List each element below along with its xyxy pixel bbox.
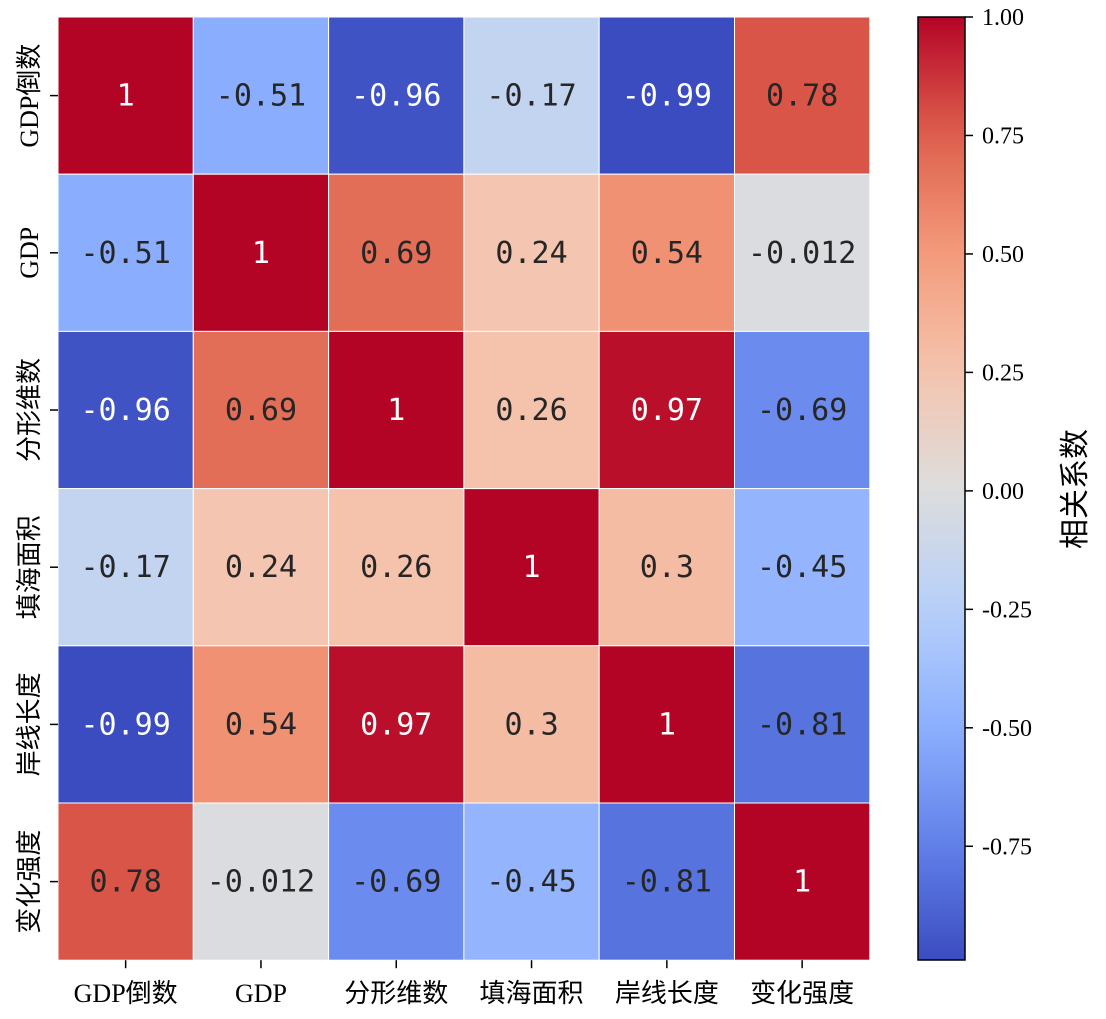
heatmap-cell bbox=[463, 173, 600, 332]
cell-annotation: -0.45 bbox=[757, 550, 847, 585]
cell-annotation: -0.012 bbox=[748, 236, 856, 271]
cell-annotation: -0.69 bbox=[757, 393, 847, 428]
column-label: 变化强度 bbox=[750, 979, 854, 1008]
column-label: 分形维数 bbox=[344, 979, 448, 1008]
heatmap-cell bbox=[328, 330, 465, 490]
column-label: GDP bbox=[235, 979, 287, 1008]
cell-annotation: -0.17 bbox=[486, 79, 576, 114]
row-label: 分形维数 bbox=[15, 358, 44, 462]
colorbar-tick-label: -0.75 bbox=[982, 834, 1032, 860]
cell-annotation: -0.012 bbox=[207, 865, 315, 900]
row-label: 填海面积 bbox=[15, 515, 44, 619]
cell-annotation: 0.26 bbox=[360, 550, 432, 585]
colorbar-tick-label: -0.25 bbox=[982, 597, 1032, 623]
column-labels: GDP倒数 GDP 分形维数 填海面积 岸线长度 变化强度 bbox=[74, 960, 854, 1008]
heatmap-cell bbox=[57, 802, 194, 961]
cell-annotation: 1 bbox=[252, 236, 270, 271]
cell-annotation: -0.99 bbox=[80, 707, 170, 742]
column-label: GDP倒数 bbox=[74, 979, 178, 1008]
heatmap-cell bbox=[598, 645, 736, 804]
heatmap-cell bbox=[463, 16, 600, 175]
cell-annotation: -0.69 bbox=[351, 865, 441, 900]
heatmap-cell bbox=[463, 802, 600, 961]
heatmap-cell bbox=[734, 645, 871, 804]
heatmap-cell bbox=[192, 16, 330, 175]
colorbar-tick-label: 0.75 bbox=[982, 123, 1024, 149]
column-label: 岸线长度 bbox=[615, 979, 719, 1008]
heatmap-cell bbox=[192, 330, 330, 490]
cell-annotation: 0.69 bbox=[225, 393, 297, 428]
cell-annotation: 0.78 bbox=[90, 865, 162, 900]
heatmap-cell bbox=[463, 645, 600, 804]
cell-annotation: 0.24 bbox=[225, 550, 297, 585]
colorbar: 1.00 0.75 0.50 0.25 0.00 -0.25 -0.50 -0.75 相关系数 bbox=[917, 5, 1093, 961]
heatmap-cell bbox=[57, 173, 194, 332]
heatmap-cell bbox=[328, 645, 465, 804]
heatmap-cell bbox=[328, 16, 465, 175]
heatmap-cells bbox=[57, 16, 871, 961]
cell-annotation: 0.24 bbox=[495, 236, 567, 271]
heatmap-cell bbox=[734, 802, 871, 961]
colorbar-ticks: 1.00 0.75 0.50 0.25 0.00 -0.25 -0.50 -0.75 bbox=[965, 5, 1032, 860]
cell-annotation: 0.69 bbox=[360, 236, 432, 271]
cell-annotation: -0.96 bbox=[351, 79, 441, 114]
colorbar-gradient bbox=[917, 16, 966, 961]
cell-annotation: 1 bbox=[387, 393, 405, 428]
heatmap-cell bbox=[598, 16, 736, 175]
cell-annotation: -0.45 bbox=[486, 865, 576, 900]
heatmap-cell bbox=[57, 16, 194, 175]
heatmap-cell bbox=[598, 488, 736, 647]
cell-annotation: 0.54 bbox=[631, 236, 703, 271]
cell-annotation: 0.97 bbox=[631, 393, 703, 428]
cell-annotation: 1 bbox=[658, 707, 676, 742]
colorbar-tick-label: 0.00 bbox=[982, 479, 1024, 505]
cell-annotation: 1 bbox=[523, 550, 541, 585]
heatmap-cell bbox=[328, 488, 465, 647]
heatmap-cell bbox=[734, 488, 871, 647]
heatmap-cell bbox=[734, 330, 871, 490]
cell-annotation: 0.97 bbox=[360, 707, 432, 742]
cell-annotation: -0.17 bbox=[80, 550, 170, 585]
colorbar-label: 相关系数 bbox=[1058, 429, 1093, 549]
heatmap-cell bbox=[598, 802, 736, 961]
cell-annotation: 0.26 bbox=[495, 393, 567, 428]
cell-annotation: -0.51 bbox=[216, 79, 306, 114]
heatmap-cell bbox=[463, 488, 600, 647]
cell-annotation: 0.3 bbox=[640, 550, 694, 585]
column-label: 填海面积 bbox=[480, 979, 584, 1008]
colorbar-tick-label: -0.50 bbox=[982, 716, 1032, 742]
colorbar-tick-label: 0.50 bbox=[982, 242, 1024, 268]
heatmap-cell bbox=[57, 330, 194, 490]
cell-annotation: -0.96 bbox=[80, 393, 170, 428]
heatmap-annotations: 1 -0.51 -0.96 -0.17 -0.99 0.78 -0.51 1 0.69 0.24 0… bbox=[80, 79, 856, 900]
colorbar-tick-label: 1.00 bbox=[982, 5, 1024, 31]
heatmap-cell bbox=[192, 173, 330, 332]
heatmap-cell bbox=[598, 330, 736, 490]
row-label: 岸线长度 bbox=[15, 672, 44, 776]
cell-annotation: -0.81 bbox=[757, 707, 847, 742]
row-label: GDP倒数 bbox=[15, 44, 44, 148]
cell-annotation: -0.81 bbox=[622, 865, 712, 900]
heatmap-cell bbox=[192, 488, 330, 647]
cell-annotation: 1 bbox=[793, 865, 811, 900]
cell-annotation: -0.99 bbox=[622, 79, 712, 114]
heatmap-cell bbox=[734, 16, 871, 175]
heatmap-cell bbox=[57, 645, 194, 804]
row-label: GDP bbox=[15, 227, 44, 279]
heatmap-cell bbox=[57, 488, 194, 647]
cell-annotation: 1 bbox=[117, 79, 135, 114]
colorbar-tick-label: 0.25 bbox=[982, 360, 1024, 386]
heatmap-cell bbox=[734, 173, 871, 332]
cell-annotation: 0.78 bbox=[766, 79, 838, 114]
cell-annotation: 0.54 bbox=[225, 707, 297, 742]
cell-annotation: 0.3 bbox=[504, 707, 558, 742]
cell-annotation: -0.51 bbox=[80, 236, 170, 271]
row-label: 变化强度 bbox=[15, 830, 44, 934]
heatmap-cell bbox=[463, 330, 600, 490]
